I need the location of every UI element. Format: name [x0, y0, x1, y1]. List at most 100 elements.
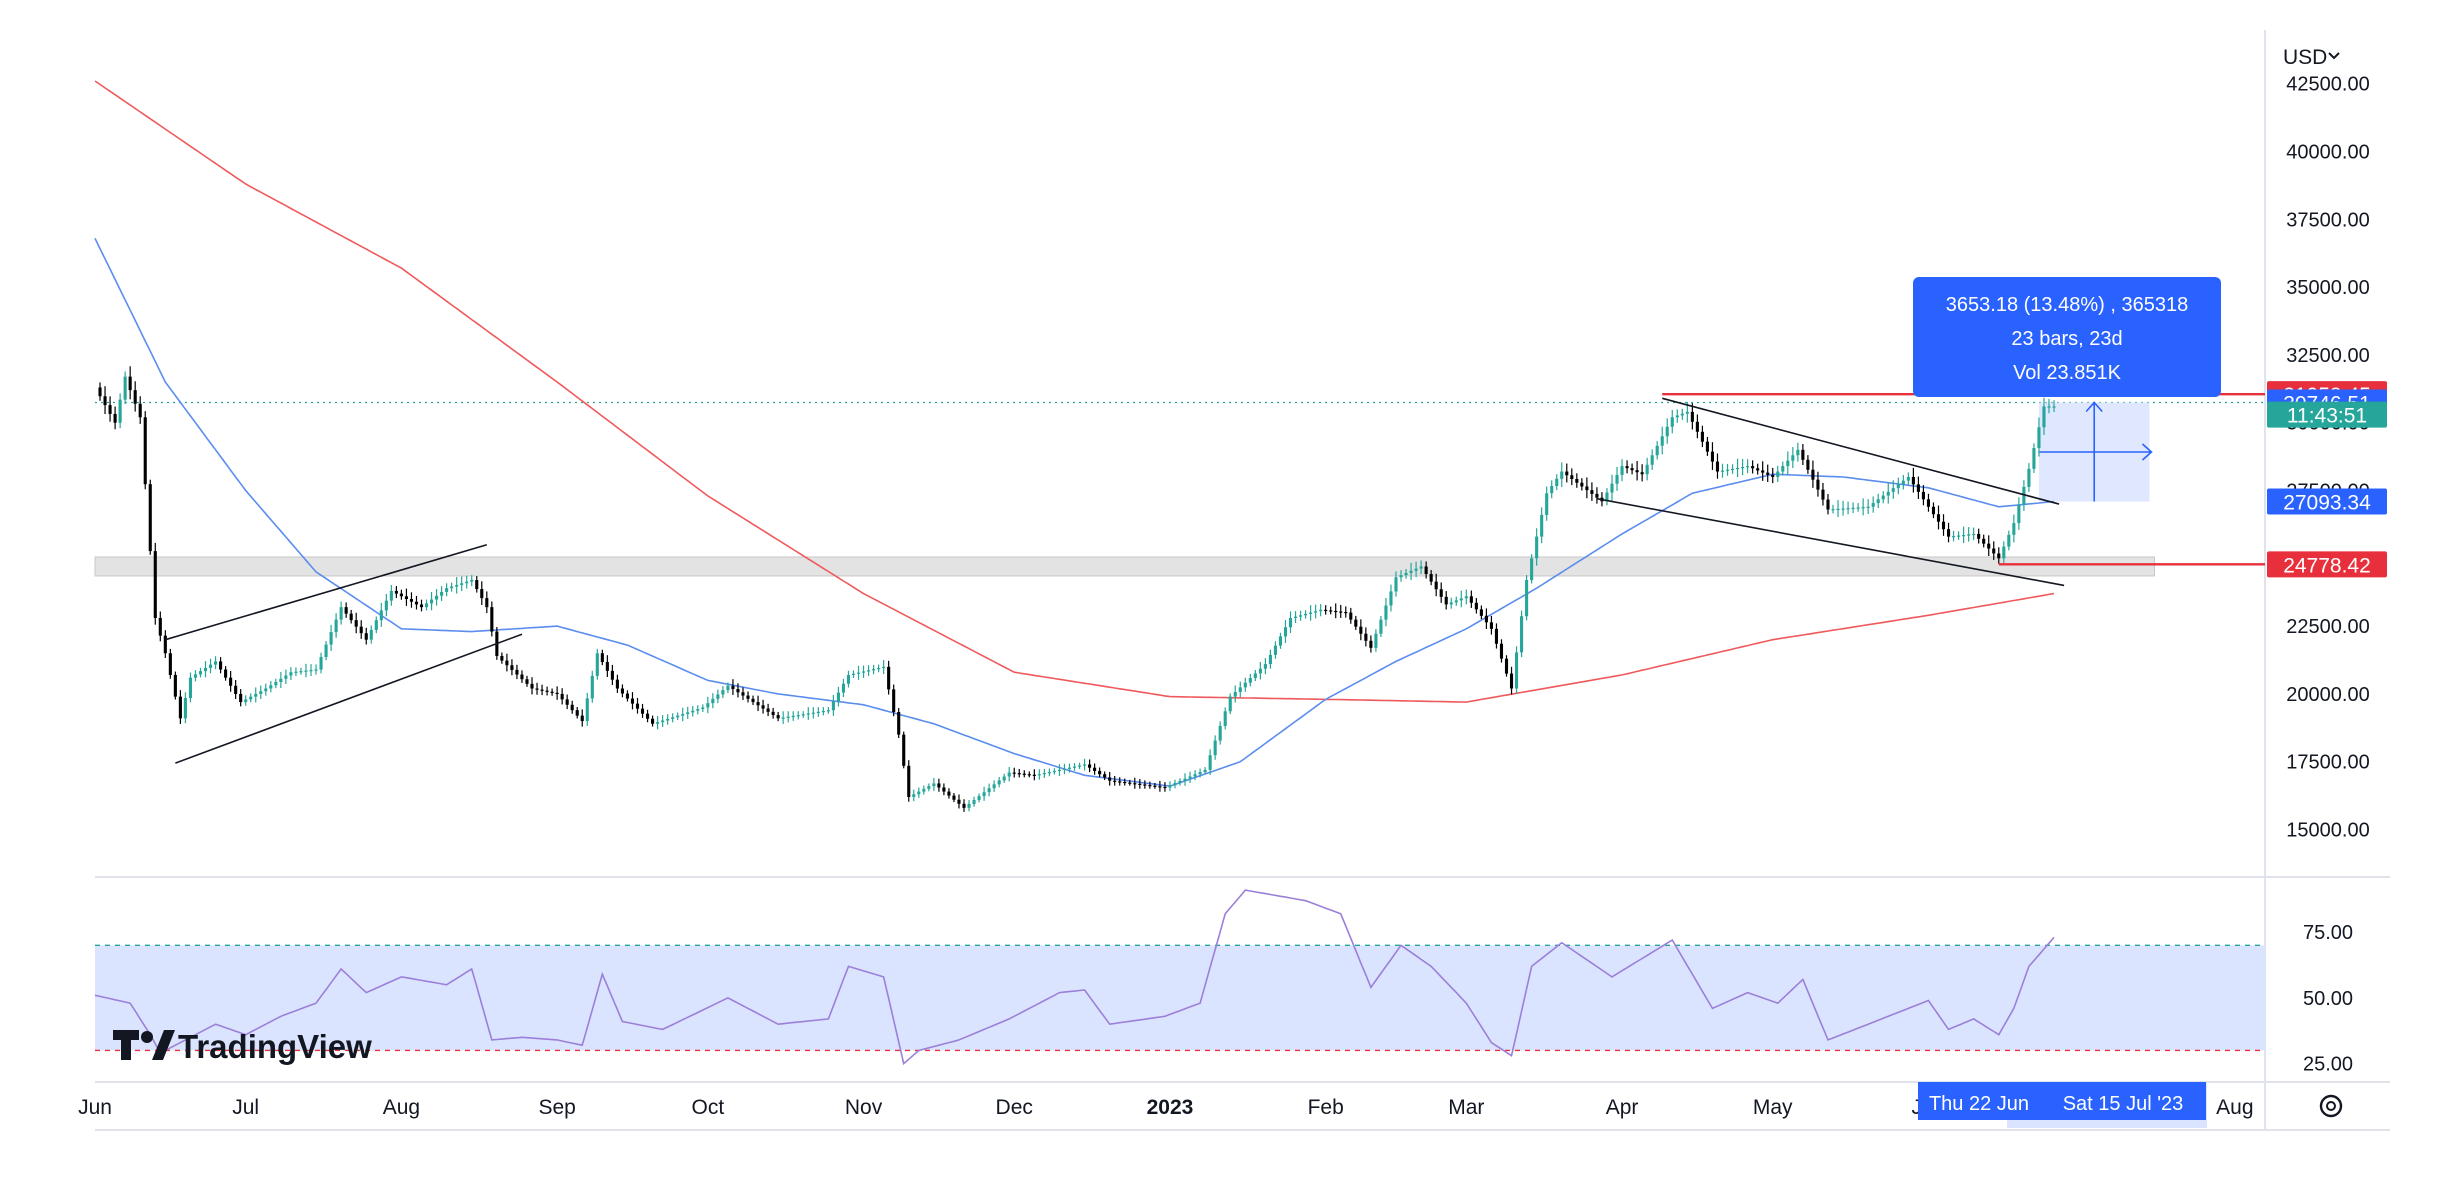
gear-icon[interactable]	[2319, 1094, 2343, 1118]
candle-body	[1389, 591, 1393, 606]
candle	[590, 670, 594, 703]
candle-body	[1374, 633, 1378, 648]
candle	[1580, 478, 1584, 491]
candle-body	[98, 387, 102, 397]
candle-body	[1540, 514, 1544, 537]
candle	[595, 648, 599, 680]
candle	[545, 686, 549, 696]
candle-body	[1705, 441, 1709, 452]
candle	[786, 711, 790, 723]
candle	[525, 675, 529, 687]
candle-body	[1203, 769, 1207, 773]
candle-body	[1012, 772, 1016, 774]
candle	[922, 785, 926, 795]
candle-body	[1037, 774, 1041, 776]
candle-body	[289, 672, 293, 676]
trendline-drawings[interactable]	[165, 397, 2065, 764]
candle-body	[1349, 612, 1353, 620]
currency-selector[interactable]: USD	[2283, 46, 2340, 69]
candle-body	[1710, 451, 1715, 462]
candle-body	[1575, 478, 1579, 483]
candle-body	[264, 688, 268, 692]
candle	[1801, 443, 1805, 466]
candle	[1530, 554, 1534, 584]
candle	[1535, 528, 1539, 566]
candle-body	[1052, 770, 1056, 773]
candle	[1816, 471, 1820, 497]
candle	[1218, 721, 1222, 745]
candle	[1022, 770, 1026, 778]
candle-body	[1173, 783, 1177, 786]
candle	[1876, 493, 1880, 509]
candle	[1751, 460, 1755, 474]
candle-body	[1520, 616, 1524, 653]
candlestick-series	[98, 366, 2056, 812]
candle-body	[490, 607, 494, 632]
candle	[1620, 459, 1624, 482]
candle-body	[203, 667, 208, 672]
candle-body	[746, 695, 750, 699]
candle	[1072, 763, 1077, 771]
candle	[791, 711, 795, 721]
candle	[254, 687, 258, 703]
candle	[520, 670, 524, 683]
candle-body	[1384, 605, 1388, 620]
candle	[128, 366, 132, 400]
candle-body	[831, 701, 835, 711]
candle	[1640, 464, 1644, 482]
candle	[279, 672, 283, 688]
candle	[399, 589, 403, 600]
candle	[314, 664, 318, 675]
candle	[585, 692, 589, 726]
candle	[2052, 400, 2056, 413]
candle-body	[686, 712, 690, 715]
candle-body	[1314, 611, 1318, 613]
candle-body	[1123, 781, 1127, 784]
candle-body	[1690, 411, 1694, 422]
date-label-end-background	[2040, 1082, 2206, 1120]
candle	[1590, 482, 1594, 501]
candle-body	[1555, 478, 1559, 487]
candle-body	[947, 791, 951, 796]
rising-channel-lower-line[interactable]	[175, 633, 523, 764]
candle	[1700, 425, 1704, 448]
candle-body	[1725, 469, 1730, 471]
candle-body	[1695, 421, 1699, 432]
falling-wedge-upper-line[interactable]	[1662, 397, 2060, 505]
falling-wedge-lower-line[interactable]	[1596, 497, 2065, 587]
candle-body	[580, 715, 584, 722]
candle-body	[269, 685, 273, 689]
candle	[1108, 771, 1112, 786]
candle-body	[1660, 436, 1664, 446]
ma-fast-line	[94, 237, 2055, 787]
candle	[1982, 534, 1986, 548]
candle-body	[1896, 484, 1900, 489]
candle-body	[1831, 509, 1835, 511]
candle-body	[826, 710, 830, 712]
candle	[1203, 767, 1207, 775]
candle	[701, 704, 705, 712]
candle	[861, 665, 866, 678]
candle-body	[188, 677, 192, 698]
candle-body	[1605, 492, 1609, 502]
rising-channel-upper-line[interactable]	[165, 543, 488, 641]
candle-body	[2022, 486, 2026, 505]
candle	[706, 696, 710, 714]
candle-body	[1946, 529, 1951, 537]
candle-body	[1685, 411, 1689, 414]
candle	[1520, 610, 1524, 658]
candle	[1304, 610, 1308, 619]
candle-body	[1278, 636, 1283, 646]
candle-body	[997, 780, 1001, 785]
candle	[856, 665, 861, 680]
candle-body	[957, 799, 961, 804]
price-axis[interactable]: 15000.0017500.0020000.0022500.0025000.00…	[2286, 74, 2369, 842]
candle-body	[1977, 533, 1981, 539]
candle-body	[535, 688, 539, 690]
candle	[1841, 500, 1845, 516]
candle-body	[1675, 415, 1679, 418]
candle-body	[249, 696, 253, 700]
candle	[1319, 604, 1323, 617]
candle-body	[716, 694, 720, 699]
